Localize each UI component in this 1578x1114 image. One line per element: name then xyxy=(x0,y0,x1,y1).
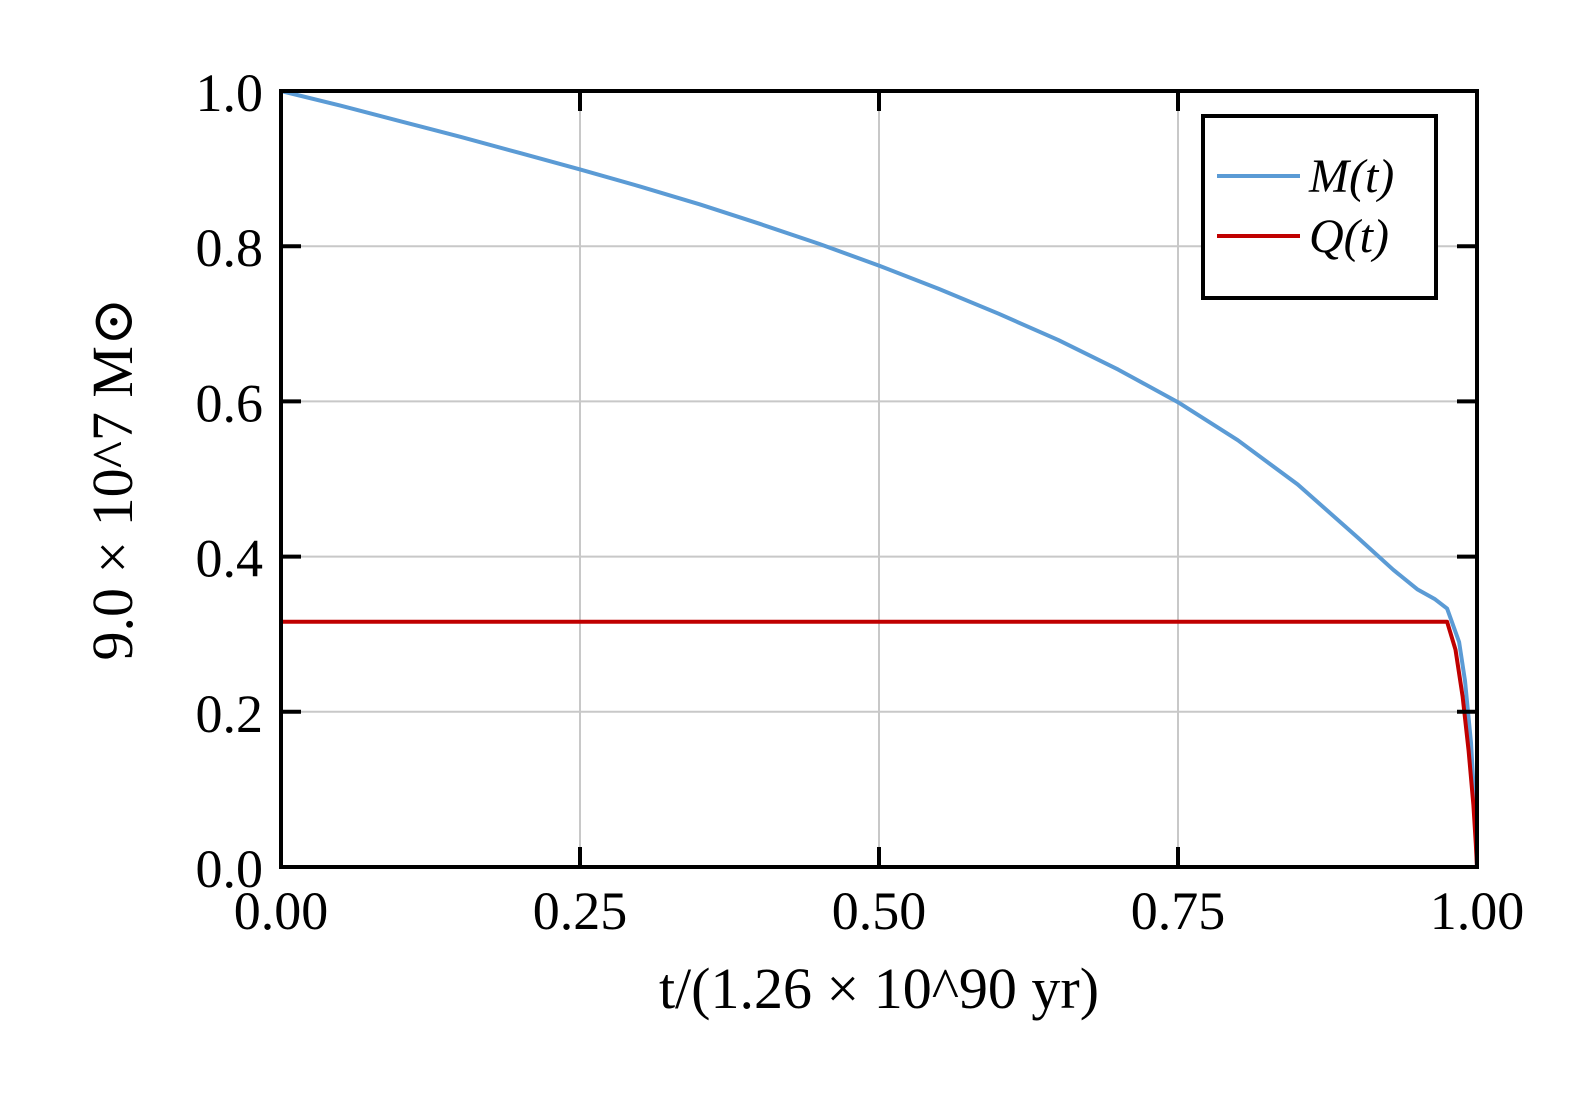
x-axis-title: t/(1.26 × 10^90 yr) xyxy=(659,956,1099,1021)
legend-box xyxy=(1201,114,1438,300)
x-tick-label: 0.50 xyxy=(832,881,927,941)
x-tick-label: 0.75 xyxy=(1131,881,1226,941)
y-tick-label: 0.8 xyxy=(196,218,264,278)
series-line-mt xyxy=(279,89,1479,869)
y-tick-labels: 0.0 0.2 0.4 0.6 0.8 1.0 xyxy=(196,63,264,899)
legend-label: Q(t) xyxy=(1309,210,1389,263)
y-tick-label: 0.2 xyxy=(196,684,264,744)
y-axis-title: 9.0 × 10^7 M⊙ xyxy=(80,297,145,660)
legend: M(t) Q(t) xyxy=(1201,114,1438,300)
legend-label: M(t) xyxy=(1308,150,1394,203)
y-tick-label: 1.0 xyxy=(196,63,264,123)
y-tick-label: 0.0 xyxy=(196,839,264,899)
y-tick-label: 0.6 xyxy=(196,373,264,433)
x-tick-label: 1.00 xyxy=(1430,881,1525,941)
y-tick-label: 0.4 xyxy=(196,529,264,589)
x-tick-label: 0.25 xyxy=(533,881,628,941)
x-tick-label: 0.00 xyxy=(234,881,329,941)
x-tick-labels: 0.00 0.25 0.50 0.75 1.00 xyxy=(234,881,1525,941)
axis-ticks xyxy=(279,89,1479,869)
